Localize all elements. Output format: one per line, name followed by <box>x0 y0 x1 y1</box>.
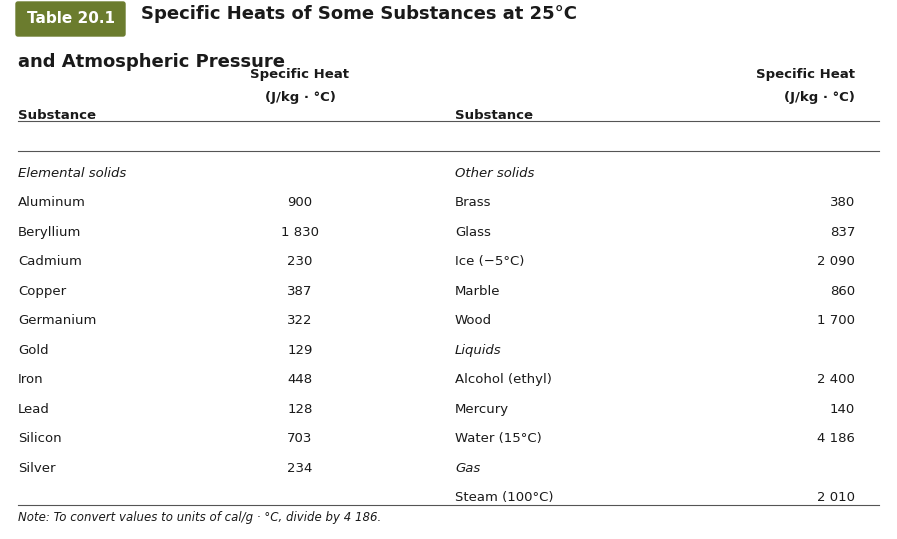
Text: 128: 128 <box>287 403 313 416</box>
Text: 129: 129 <box>287 344 313 357</box>
Text: and Atmospheric Pressure: and Atmospheric Pressure <box>18 53 285 71</box>
Text: 230: 230 <box>287 255 313 268</box>
Text: Cadmium: Cadmium <box>18 255 82 268</box>
Text: 140: 140 <box>830 403 855 416</box>
Text: 387: 387 <box>287 285 313 298</box>
Text: Steam (100°C): Steam (100°C) <box>455 492 553 505</box>
Text: 322: 322 <box>287 314 313 328</box>
Text: Specific Heat: Specific Heat <box>250 68 350 81</box>
Text: Iron: Iron <box>18 374 44 386</box>
Text: Water (15°C): Water (15°C) <box>455 432 542 446</box>
Text: 860: 860 <box>830 285 855 298</box>
Text: Elemental solids: Elemental solids <box>18 167 126 180</box>
Text: Ice (−5°C): Ice (−5°C) <box>455 255 525 268</box>
Text: 2 010: 2 010 <box>817 492 855 505</box>
Text: Alcohol (ethyl): Alcohol (ethyl) <box>455 374 552 386</box>
Text: Other solids: Other solids <box>455 167 535 180</box>
Text: Silicon: Silicon <box>18 432 62 446</box>
Text: Gold: Gold <box>18 344 48 357</box>
Text: 1 700: 1 700 <box>817 314 855 328</box>
Text: 380: 380 <box>830 197 855 210</box>
Text: 2 090: 2 090 <box>817 255 855 268</box>
FancyBboxPatch shape <box>16 2 125 36</box>
Text: 1 830: 1 830 <box>281 226 319 239</box>
Text: Marble: Marble <box>455 285 501 298</box>
Text: Aluminum: Aluminum <box>18 197 86 210</box>
Text: Substance: Substance <box>455 109 533 122</box>
Text: Lead: Lead <box>18 403 50 416</box>
Text: Gas: Gas <box>455 462 480 475</box>
Text: 4 186: 4 186 <box>817 432 855 446</box>
Text: Germanium: Germanium <box>18 314 96 328</box>
Text: Specific Heat: Specific Heat <box>756 68 855 81</box>
Text: Table 20.1: Table 20.1 <box>27 11 115 26</box>
Text: (J/kg · °C): (J/kg · °C) <box>784 91 855 104</box>
Text: Silver: Silver <box>18 462 56 475</box>
Text: Mercury: Mercury <box>455 403 509 416</box>
Text: 900: 900 <box>287 197 312 210</box>
Text: 234: 234 <box>287 462 313 475</box>
Text: (J/kg · °C): (J/kg · °C) <box>265 91 335 104</box>
Text: 448: 448 <box>287 374 312 386</box>
Text: Brass: Brass <box>455 197 492 210</box>
Text: Glass: Glass <box>455 226 491 239</box>
Text: 703: 703 <box>287 432 313 446</box>
Text: Liquids: Liquids <box>455 344 501 357</box>
Text: Substance: Substance <box>18 109 96 122</box>
Text: 2 400: 2 400 <box>817 374 855 386</box>
Text: 837: 837 <box>830 226 855 239</box>
Text: Wood: Wood <box>455 314 492 328</box>
Text: Beryllium: Beryllium <box>18 226 82 239</box>
Text: Copper: Copper <box>18 285 66 298</box>
Text: Specific Heats of Some Substances at 25°C: Specific Heats of Some Substances at 25°… <box>141 5 577 23</box>
Text: Note: To convert values to units of cal/g · °C, divide by 4 186.: Note: To convert values to units of cal/… <box>18 511 381 524</box>
